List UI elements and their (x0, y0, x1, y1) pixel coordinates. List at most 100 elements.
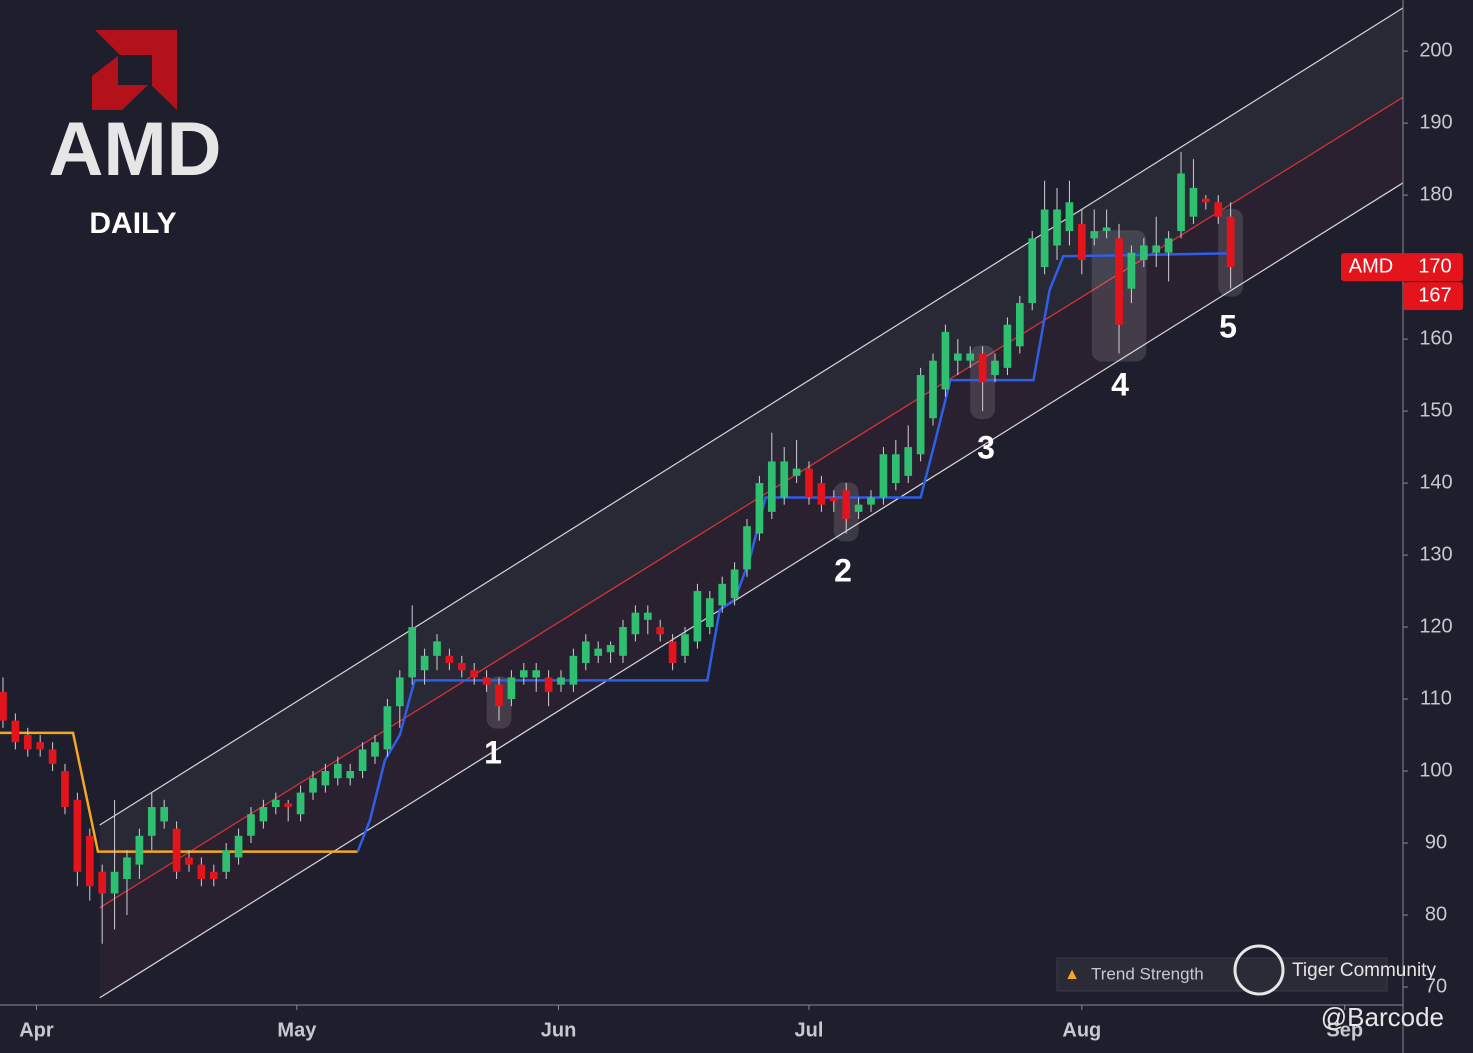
y-tick-label: 190 (1419, 111, 1452, 133)
y-tick-label: 80 (1425, 903, 1447, 925)
candle-body (953, 353, 962, 361)
candle-body (643, 612, 652, 620)
candle-body (445, 655, 454, 664)
candle-body (1040, 209, 1049, 268)
candle-body (1139, 245, 1148, 260)
candle-body (1189, 187, 1198, 217)
candle-body (11, 720, 20, 743)
candle-body (259, 807, 268, 822)
candle-body (519, 670, 528, 678)
candle-body (829, 497, 838, 502)
candle-body (172, 828, 181, 872)
plot (0, 7, 1404, 999)
candle-body (544, 677, 553, 692)
price-tag-value: 170 (1418, 255, 1451, 277)
candle-body (817, 483, 826, 505)
candle-body (1102, 227, 1111, 232)
channel-upper-band (99, 7, 1403, 908)
price-tag-label: AMD (1349, 255, 1393, 277)
candle-body (135, 835, 144, 865)
candle-body (470, 670, 479, 678)
candle-body (978, 353, 987, 383)
candle-body (1115, 238, 1123, 325)
candle-body (792, 468, 801, 476)
logo-mark (92, 56, 148, 110)
candle-body (916, 375, 925, 455)
candle-body (1127, 252, 1136, 289)
candle-body (805, 468, 813, 498)
candle-body (284, 803, 293, 808)
candle-body (234, 835, 243, 858)
y-tick-label: 140 (1419, 471, 1452, 493)
candle-body (966, 353, 975, 361)
indicator-icon: ▲ (1064, 966, 1080, 983)
candle-body (209, 871, 218, 880)
candle-body (73, 799, 82, 872)
candle-body (98, 871, 107, 894)
x-tick-label: Aug (1062, 1019, 1101, 1041)
candle-body (743, 526, 751, 570)
y-tick-label: 120 (1419, 615, 1452, 637)
candle-body (705, 598, 714, 628)
y-tick-label: 70 (1425, 975, 1447, 997)
candle-body (569, 655, 578, 685)
annotation: 2 (834, 552, 852, 588)
candle-body (85, 835, 94, 887)
community-logo (1233, 944, 1285, 996)
candle-body (1077, 223, 1086, 260)
candle-body (1015, 303, 1024, 347)
candle-body (147, 807, 156, 836)
candle-body (1152, 245, 1161, 253)
candle-body (346, 771, 355, 779)
candle-body (185, 857, 193, 865)
annotation: 4 (1111, 366, 1129, 402)
candle-body (891, 454, 900, 484)
candle-body (1003, 324, 1012, 368)
handle: @Barcode (1321, 1002, 1444, 1032)
y-tick-label: 150 (1419, 399, 1452, 421)
candle-body (755, 483, 764, 534)
candle-body (780, 461, 789, 498)
candle-body (433, 641, 441, 656)
candle-body (123, 857, 131, 880)
channel-upper (99, 7, 1404, 826)
y-tick-label: 110 (1420, 687, 1452, 709)
candle-body (0, 691, 7, 721)
candle-body (1201, 198, 1210, 203)
candle-body (222, 850, 231, 872)
candle-body (904, 447, 913, 476)
candle-body (371, 742, 379, 757)
candle-body (309, 778, 317, 793)
y-tick-label: 100 (1419, 759, 1452, 781)
candle-body (718, 583, 727, 606)
candle-body (1226, 216, 1235, 268)
candle-body (606, 645, 615, 653)
channel-middle (99, 96, 1404, 909)
candle-body (271, 799, 280, 808)
candle-body (110, 871, 119, 894)
candle-body (495, 684, 503, 707)
candle-body (1214, 202, 1223, 217)
indicator-name: Trend Strength (1091, 964, 1204, 983)
candle-body (296, 792, 305, 815)
indicator-badge (1056, 957, 1388, 992)
candle-body (693, 591, 702, 642)
candle-body (197, 864, 206, 880)
candle-body (619, 627, 627, 656)
candle-body (867, 497, 875, 505)
community-name: Tiger Community (1292, 960, 1436, 981)
price-tag (1341, 253, 1463, 282)
annotation: 1 (484, 734, 502, 770)
candle-body (879, 454, 888, 498)
candle-body (557, 677, 565, 685)
x-tick-label: Apr (19, 1019, 54, 1041)
candle-body (507, 677, 516, 700)
logo-mark (95, 30, 177, 110)
logo-text: AMD (48, 107, 221, 192)
candle-body (408, 627, 417, 678)
candle-body (532, 670, 541, 678)
price-tag-value: 167 (1418, 284, 1451, 306)
y-tick-label: 130 (1419, 543, 1452, 565)
candle-body (48, 749, 57, 764)
candle-body (842, 490, 851, 520)
